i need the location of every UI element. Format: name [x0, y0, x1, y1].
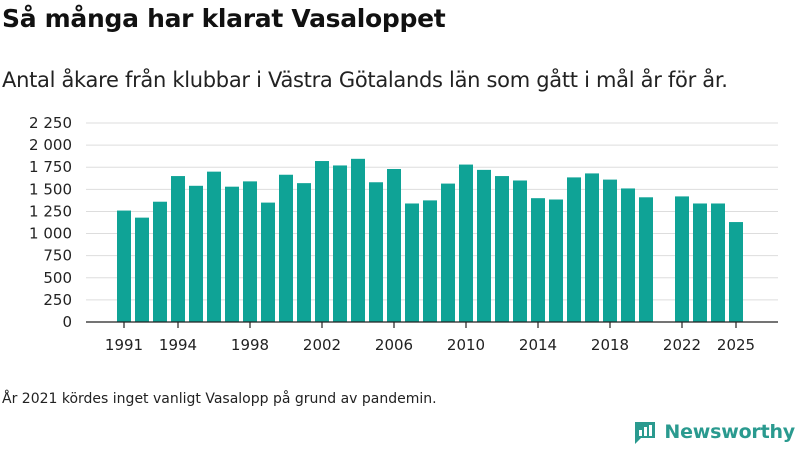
- bar-2002: [315, 161, 329, 322]
- y-tick-label: 0: [62, 313, 72, 331]
- bar-2003: [333, 165, 347, 322]
- bar-2014: [531, 198, 545, 322]
- y-tick-label: 500: [43, 269, 72, 287]
- x-tick-label: 2006: [375, 336, 413, 354]
- bar-1995: [189, 185, 203, 322]
- bar-2006: [387, 168, 401, 322]
- bar-2005: [369, 182, 383, 322]
- chart-title: Så många har klarat Vasaloppet: [2, 4, 446, 33]
- y-tick-label: 2 250: [29, 114, 72, 132]
- x-tick-label: 2010: [447, 336, 485, 354]
- newsworthy-logo-icon: [635, 422, 656, 444]
- bar-2010: [459, 164, 473, 322]
- bar-1991: [117, 210, 131, 322]
- bars: [117, 158, 743, 322]
- x-tick-label: 2014: [519, 336, 557, 354]
- bar-2008: [423, 200, 437, 322]
- x-tick-label: 2002: [303, 336, 341, 354]
- x-tick-label: 2018: [591, 336, 629, 354]
- x-tick-label: 1994: [159, 336, 197, 354]
- bar-2013: [513, 180, 527, 322]
- bar-1997: [225, 186, 239, 322]
- y-axis-ticks: 0 250 500 750 1 000 1 250 1 500 1 750 2 000 2 250: [29, 114, 72, 331]
- x-tick-label: 1991: [105, 336, 143, 354]
- bar-2011: [477, 169, 491, 322]
- bar-1996: [207, 171, 221, 322]
- brand-name: Newsworthy: [664, 421, 795, 443]
- bar-1992: [135, 217, 149, 322]
- bar-2009: [441, 183, 455, 322]
- bar-2012: [495, 176, 509, 322]
- bar-2016: [567, 177, 581, 322]
- bar-2018: [603, 179, 617, 322]
- bar-2000: [279, 174, 293, 322]
- x-tick-label: 1998: [231, 336, 269, 354]
- bar-2024: [711, 203, 725, 322]
- bar-2019: [621, 188, 635, 322]
- bar-2020: [639, 197, 653, 322]
- bar-1998: [243, 181, 257, 322]
- bar-2007: [405, 203, 419, 322]
- y-tick-label: 1 500: [29, 180, 72, 198]
- bar-2017: [585, 173, 599, 322]
- y-tick-label: 250: [43, 291, 72, 309]
- bar-2022: [675, 196, 689, 322]
- y-tick-label: 2 000: [29, 136, 72, 154]
- bar-1993: [153, 201, 167, 322]
- brand-logo: Newsworthy: [632, 419, 795, 445]
- y-tick-label: 1 000: [29, 225, 72, 243]
- bar-1999: [261, 202, 275, 322]
- x-axis: 1991 1994 1998 2002 2006 2010 2014 2018 2022 2025: [86, 321, 778, 354]
- bar-2023: [693, 203, 707, 322]
- y-tick-label: 1 750: [29, 158, 72, 176]
- chart-subtitle: Antal åkare från klubbar i Västra Götala…: [2, 68, 728, 92]
- bar-2001: [297, 183, 311, 322]
- y-tick-label: 1 250: [29, 202, 72, 220]
- bar-2004: [351, 158, 365, 322]
- footnote: År 2021 kördes inget vanligt Vasalopp på…: [2, 391, 437, 407]
- x-tick-label: 2025: [717, 336, 755, 354]
- x-tick-label: 2022: [663, 336, 701, 354]
- bar-2015: [549, 199, 563, 322]
- bar-1994: [171, 176, 185, 322]
- bar-chart: 0 250 500 750 1 000 1 250 1 500 1 750 2 000 2 250…: [29, 114, 778, 354]
- bar-2025: [729, 222, 743, 322]
- y-tick-label: 750: [43, 247, 72, 265]
